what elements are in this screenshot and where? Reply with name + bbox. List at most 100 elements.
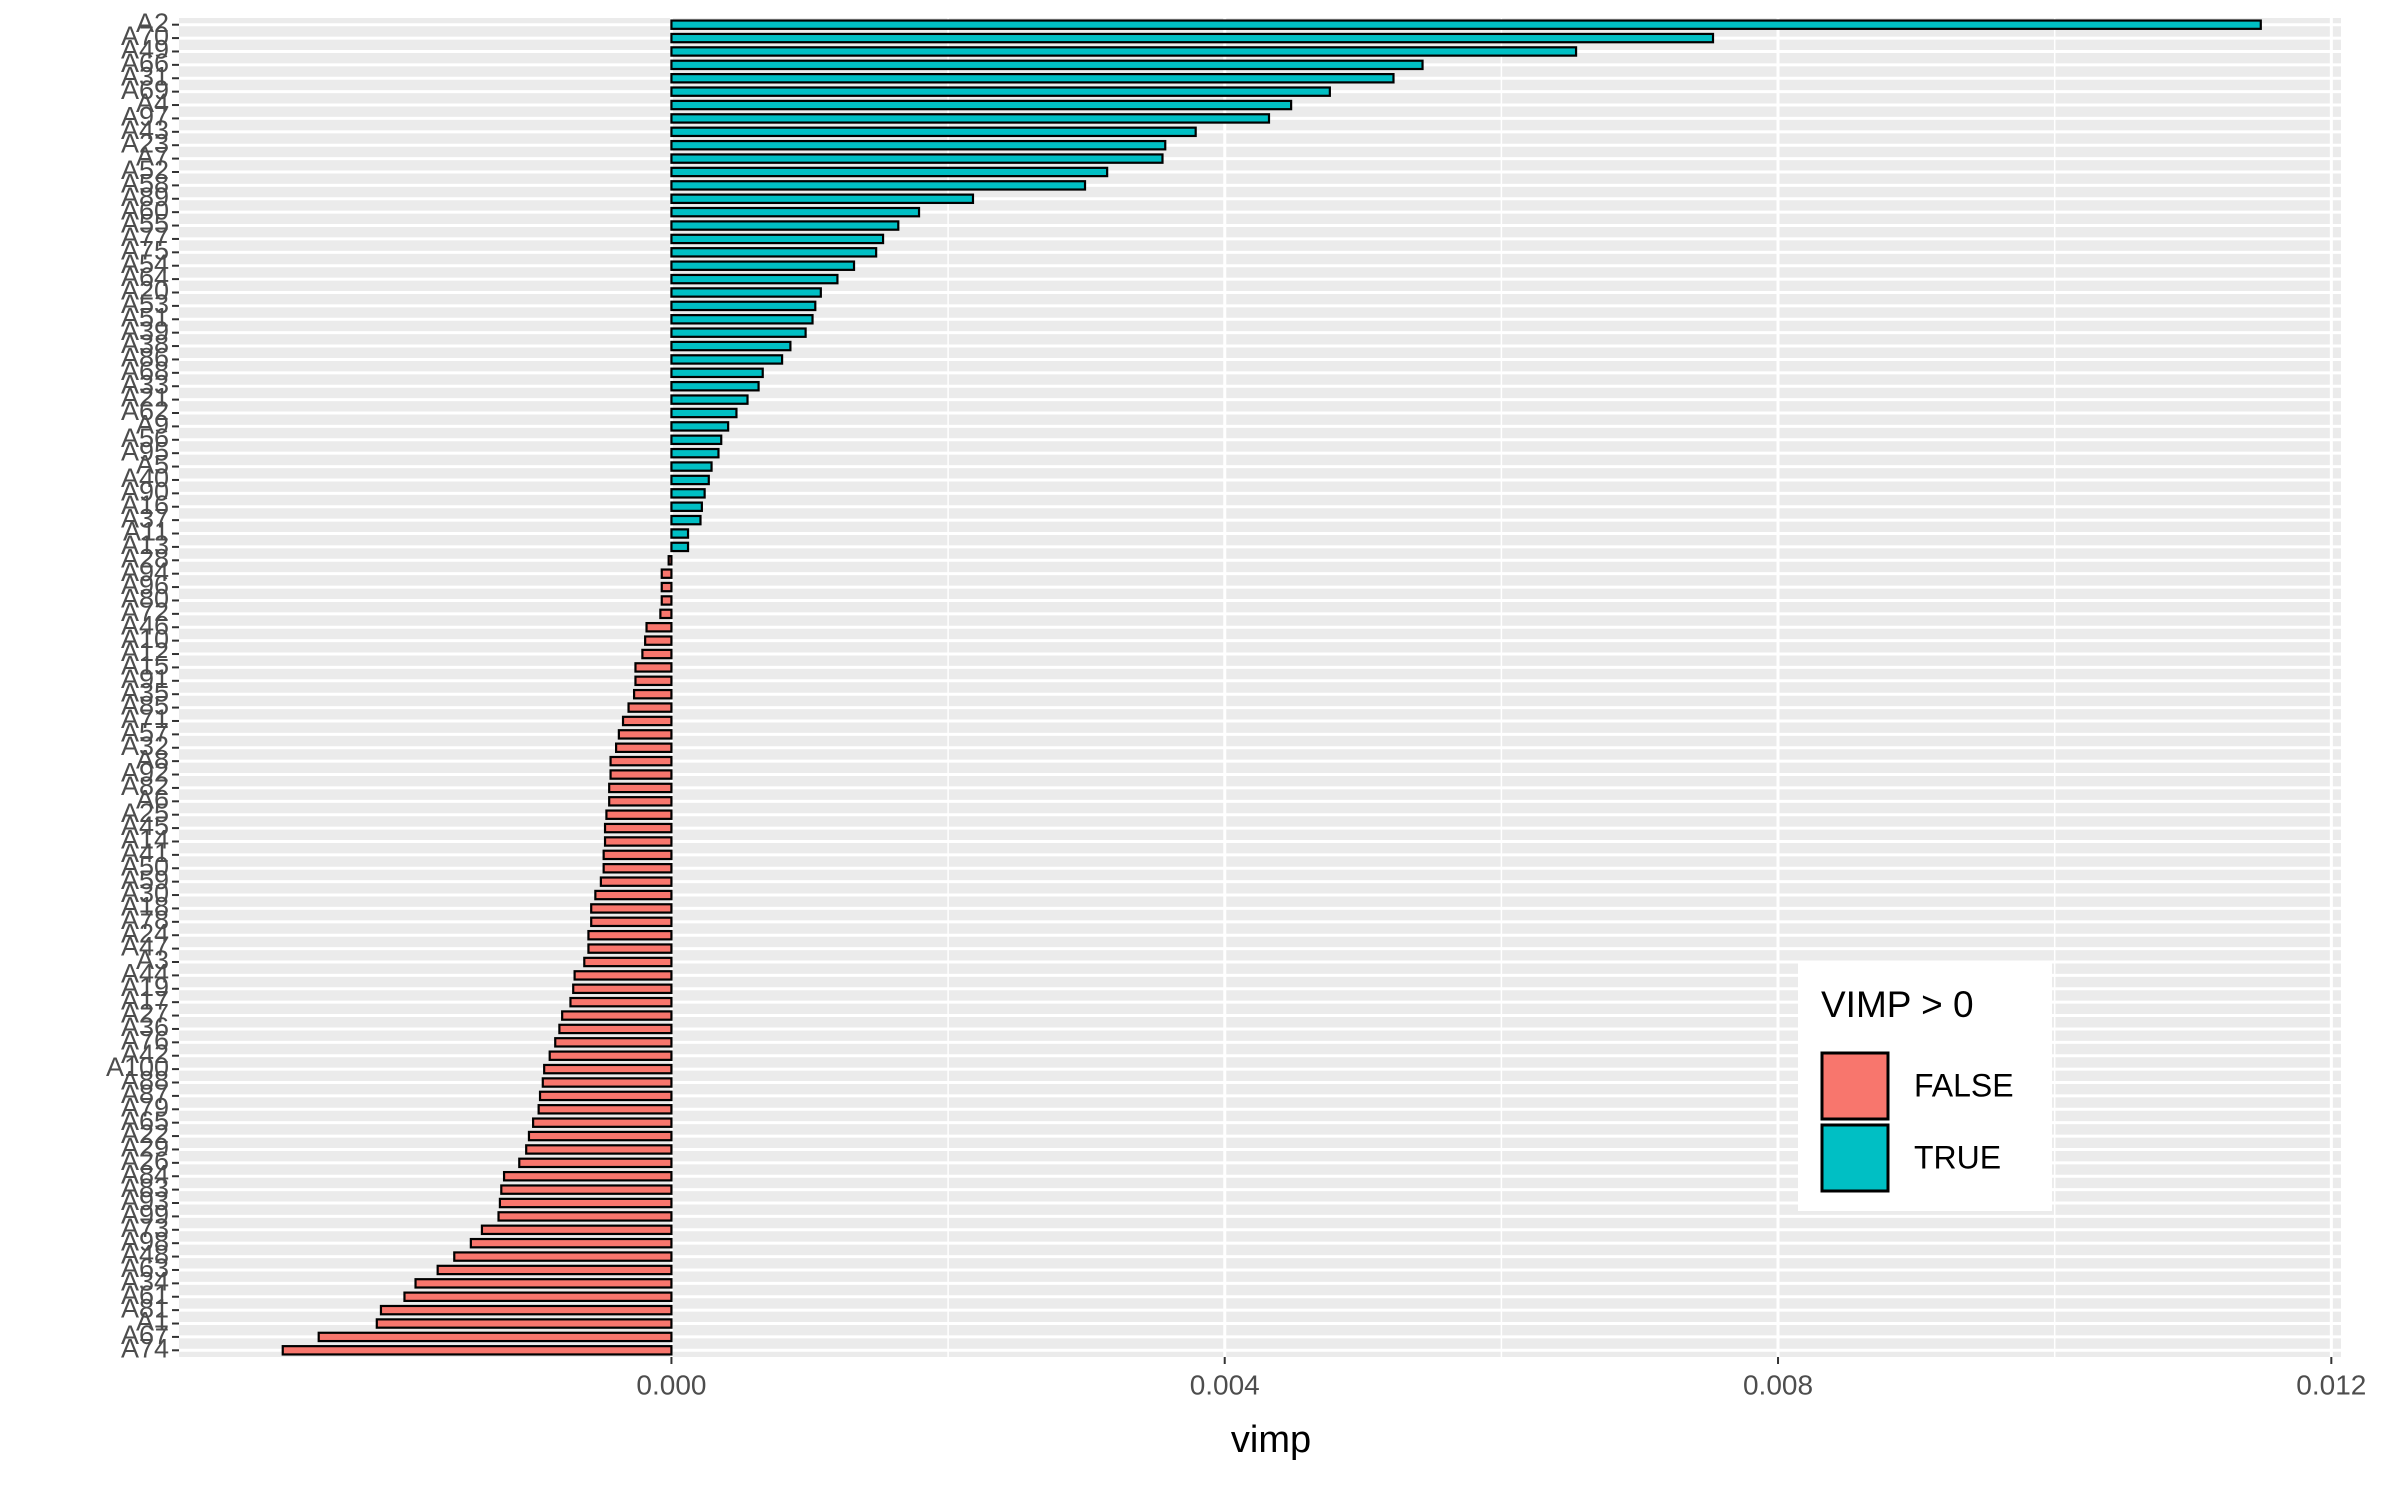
bar xyxy=(670,380,760,392)
bar xyxy=(670,474,710,486)
bar xyxy=(525,1144,673,1155)
bar xyxy=(670,367,764,379)
y-tick-label: A58 xyxy=(121,169,169,199)
bar xyxy=(670,541,690,553)
bar xyxy=(670,514,702,526)
y-tick-label: A98 xyxy=(121,1226,169,1256)
bar xyxy=(634,662,673,673)
bar xyxy=(632,688,673,700)
y-tick-label: A15 xyxy=(121,651,169,681)
bar xyxy=(670,327,807,338)
bar xyxy=(543,1063,673,1075)
y-tick-label: A82 xyxy=(121,771,169,801)
bar xyxy=(670,434,723,446)
y-tick-label: A56 xyxy=(121,423,169,453)
bar xyxy=(660,581,673,593)
bar xyxy=(670,501,703,512)
y-tick-label: A4 xyxy=(136,88,169,118)
bar xyxy=(480,1224,673,1236)
bar xyxy=(670,59,1424,71)
bar xyxy=(670,126,1197,138)
bar xyxy=(573,970,673,981)
y-tick-label: A35 xyxy=(121,677,169,707)
y-tick-label: A17 xyxy=(121,985,169,1015)
bar xyxy=(608,796,673,807)
y-tick-label: A65 xyxy=(121,1106,169,1136)
y-tick-label: A95 xyxy=(121,436,169,466)
bar xyxy=(670,99,1293,111)
bar xyxy=(670,193,975,205)
y-tick-label: A1 xyxy=(136,1307,169,1337)
y-tick-label: A74 xyxy=(121,1333,169,1363)
y-tick-label: A53 xyxy=(121,289,169,319)
bar xyxy=(670,220,900,231)
bar xyxy=(660,568,673,579)
y-tick-label: A10 xyxy=(121,624,169,654)
y-tick-label: A89 xyxy=(121,182,169,212)
x-tick-label: 0.000 xyxy=(636,1369,706,1400)
bar xyxy=(569,996,673,1008)
bar xyxy=(670,461,713,472)
y-tick-label: A70 xyxy=(121,21,169,51)
bar xyxy=(670,206,921,218)
y-tick-label: A26 xyxy=(121,1146,169,1176)
bar xyxy=(670,447,720,459)
bar xyxy=(587,943,673,954)
y-tick-label: A99 xyxy=(121,1200,169,1230)
y-tick-label: A50 xyxy=(121,851,169,881)
y-tick-label: A72 xyxy=(121,597,169,627)
bar xyxy=(537,1104,673,1115)
bar xyxy=(644,635,673,646)
y-tick-label: A77 xyxy=(121,222,169,252)
y-tick-label: A2 xyxy=(136,8,169,38)
y-tick-label: A94 xyxy=(121,557,169,587)
y-tick-label: A21 xyxy=(121,383,169,413)
bar xyxy=(469,1237,673,1249)
bar xyxy=(667,555,673,566)
y-tick-label: A11 xyxy=(123,517,169,547)
bar xyxy=(375,1318,673,1329)
y-tick-label: A64 xyxy=(121,262,169,292)
bar xyxy=(532,1117,673,1128)
bar xyxy=(379,1304,673,1316)
bar xyxy=(627,702,673,713)
bar xyxy=(660,595,673,606)
y-tick-label: A48 xyxy=(121,1240,169,1270)
y-tick-label: A96 xyxy=(121,570,169,600)
y-tick-label: A38 xyxy=(121,329,169,359)
y-tick-label: A55 xyxy=(121,209,169,239)
bar xyxy=(436,1264,673,1276)
bar xyxy=(599,876,673,887)
y-tick-label: A61 xyxy=(121,1280,169,1310)
legend-title: VIMP > 0 xyxy=(1821,984,1974,1025)
bar xyxy=(572,983,673,995)
y-tick-label: A3 xyxy=(136,945,169,975)
y-tick-label: A14 xyxy=(121,825,169,855)
bar xyxy=(670,488,706,499)
y-tick-label: A69 xyxy=(121,75,169,105)
bar xyxy=(605,809,673,820)
bar xyxy=(670,86,1331,97)
bar xyxy=(498,1197,673,1209)
x-tick-label: 0.012 xyxy=(2296,1369,2366,1400)
y-tick-label: A46 xyxy=(121,610,169,640)
y-tick-label: A86 xyxy=(121,343,169,373)
y-tick-label: A43 xyxy=(121,115,169,145)
y-tick-label: A42 xyxy=(121,1039,169,1069)
bars xyxy=(281,19,2262,1356)
y-tick-label: A57 xyxy=(121,717,169,747)
bar xyxy=(541,1077,673,1088)
y-tick-label: A6 xyxy=(136,784,169,814)
y-tick-label: A33 xyxy=(121,369,169,399)
y-tick-label: A41 xyxy=(121,838,169,868)
bar xyxy=(670,19,2262,30)
y-tick-label: A52 xyxy=(121,155,169,185)
y-tick-label: A92 xyxy=(121,758,169,788)
y-tick-label: A45 xyxy=(121,811,169,841)
bar xyxy=(670,421,730,432)
y-tick-label: A28 xyxy=(121,543,169,573)
y-tick-label: A32 xyxy=(121,731,169,761)
bar xyxy=(602,863,673,874)
y-tick-label: A25 xyxy=(121,798,169,828)
y-tick-label: A47 xyxy=(121,932,169,962)
